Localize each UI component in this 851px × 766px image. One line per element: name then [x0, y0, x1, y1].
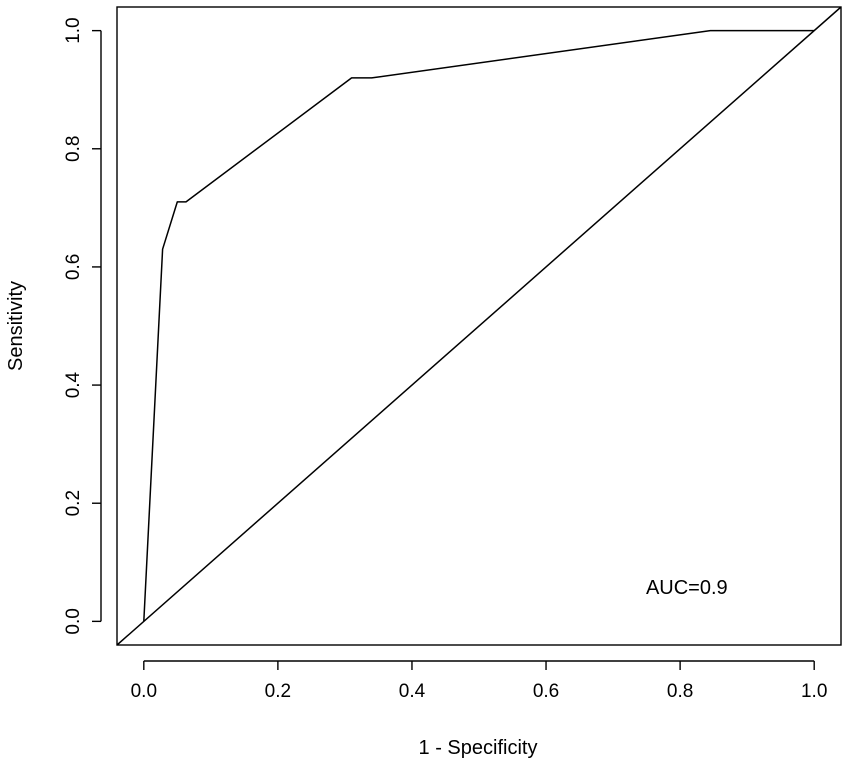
- annotation-layer: AUC=0.9: [646, 577, 728, 599]
- x-tick-label: 0.8: [667, 681, 693, 702]
- y-axis: 0.0 0.2 0.4 0.6 0.8 1.0: [63, 17, 102, 635]
- series-layer: [116, 6, 842, 646]
- x-tick-label: 0.0: [131, 681, 157, 702]
- x-axis-title: 1 - Specificity: [419, 737, 538, 759]
- y-tick-label: 0.4: [63, 371, 84, 398]
- x-tick-label: 0.4: [399, 681, 426, 702]
- y-tick-label: 0.6: [63, 254, 84, 280]
- x-tick-label: 0.2: [265, 681, 291, 702]
- reference-diagonal-line: [116, 6, 842, 646]
- roc-curve-line: [143, 29, 815, 622]
- x-axis: 0.0 0.2 0.4 0.6 0.8 1.0: [131, 660, 827, 702]
- x-tick-label: 0.6: [533, 681, 559, 702]
- y-tick-label: 1.0: [63, 17, 84, 43]
- y-axis-title: Sensitivity: [5, 281, 27, 371]
- y-tick-label: 0.8: [63, 136, 84, 162]
- y-tick-label: 0.2: [63, 490, 84, 516]
- plot-frame: [116, 6, 842, 646]
- x-tick-label: 1.0: [801, 681, 827, 702]
- auc-annotation: AUC=0.9: [646, 577, 728, 599]
- y-tick-label: 0.0: [63, 608, 84, 634]
